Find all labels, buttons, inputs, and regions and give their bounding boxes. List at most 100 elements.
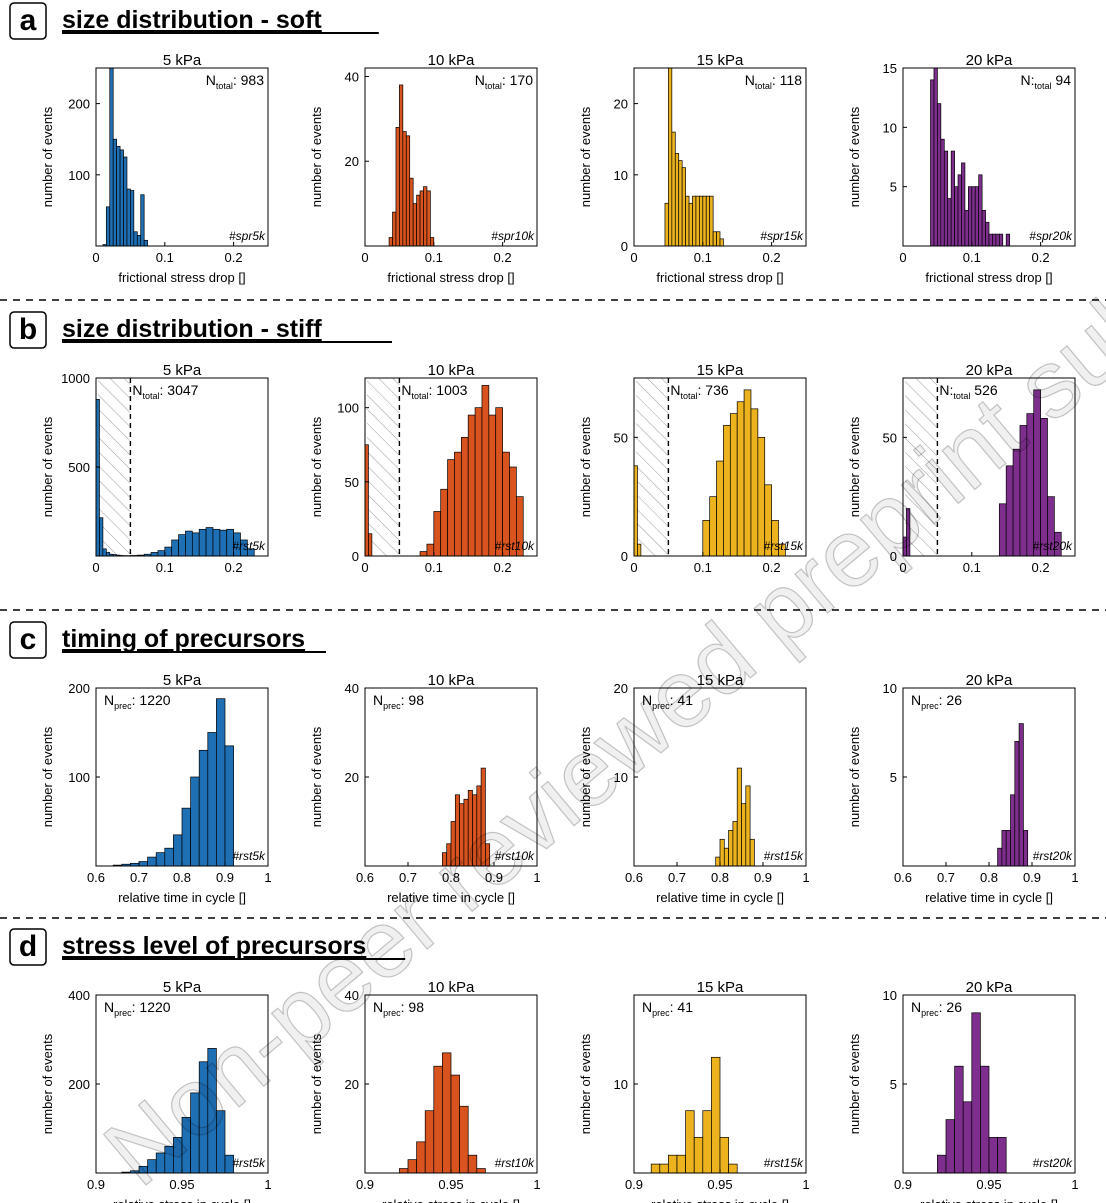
x-tick-label: 0.7 — [130, 870, 148, 885]
dataset-tag: #rst10k — [495, 1156, 535, 1170]
plot-frame — [902, 377, 1076, 557]
histogram-panel: 15 kPa 0.9 0.95 1 10 relative stress in cycle… — [578, 979, 810, 1203]
x-axis-label: relative stress in cycle [] — [920, 1197, 1058, 1203]
count-value: : 41 — [670, 999, 694, 1015]
count-value: : 26 — [939, 999, 963, 1015]
histogram-panel: 10 kPa 0 0.1 0.2 20 40 frictional stress drop … — [309, 52, 538, 285]
histogram-bar — [147, 856, 157, 867]
histogram-bar — [715, 856, 721, 867]
count-symbol: N — [104, 999, 114, 1015]
histogram-bar — [668, 67, 673, 247]
histogram-bar — [467, 1154, 478, 1174]
count-subscript: total — [485, 81, 502, 91]
x-tick-label: 0.95 — [976, 1177, 1001, 1192]
histogram-bar — [723, 847, 729, 867]
count-symbol: N — [206, 72, 216, 88]
y-axis-label: number of events — [578, 1033, 593, 1134]
histogram-bar — [688, 202, 693, 247]
histogram-bar — [685, 195, 690, 247]
y-tick-label: 10 — [883, 681, 897, 696]
x-tick-label: 0 — [92, 250, 99, 265]
histogram-bar — [695, 195, 700, 247]
x-tick-label: 0.1 — [963, 250, 981, 265]
histogram-bar — [702, 1110, 712, 1174]
histogram-bar — [664, 202, 669, 247]
histogram-bar — [399, 84, 404, 247]
histogram-bar — [968, 186, 973, 247]
x-tick-label: 0 — [361, 560, 368, 575]
histogram-bar — [433, 1065, 443, 1174]
histogram-bar — [971, 1012, 981, 1174]
histogram-bar — [729, 413, 738, 557]
count-annotation: Nprec: 98 — [373, 692, 424, 711]
plot-frame — [902, 687, 1076, 867]
y-tick-label: 20 — [345, 770, 359, 785]
y-tick-label: 200 — [68, 1077, 90, 1092]
count-subscript: prec — [383, 701, 401, 711]
dataset-tag: #rst20k — [1033, 539, 1073, 553]
y-axis-label: number of events — [309, 106, 324, 207]
row-title: size distribution - soft — [62, 6, 322, 34]
dataset-tag: #rst5k — [232, 539, 266, 553]
histogram-bar — [957, 174, 962, 247]
x-tick-label: 1 — [1071, 1177, 1078, 1192]
count-subscript: prec — [114, 701, 132, 711]
count-annotation: Nprec: 26 — [911, 692, 962, 711]
histogram-bar — [1005, 830, 1011, 867]
histogram-bar — [185, 530, 193, 557]
panel-title: 15 kPa — [697, 52, 744, 69]
histogram-bar — [102, 548, 107, 557]
count-annotation: N:total 526 — [939, 382, 997, 401]
x-tick-label: 1 — [264, 870, 271, 885]
y-axis-label: number of events — [40, 416, 55, 517]
histogram-bar — [943, 150, 949, 247]
x-tick-label: 0.7 — [399, 870, 417, 885]
histogram-bar — [681, 167, 686, 247]
x-tick-label: 0.2 — [1032, 560, 1050, 575]
x-tick-label: 1 — [264, 1177, 271, 1192]
x-tick-label: 0.1 — [425, 560, 443, 575]
histogram-bar — [105, 552, 111, 557]
histogram-bar — [109, 67, 114, 247]
x-axis-label: relative time in cycle [] — [925, 890, 1053, 905]
y-tick-label: 10 — [614, 770, 628, 785]
dataset-tag: #rst15k — [764, 849, 804, 863]
histogram-bar — [460, 436, 469, 557]
count-annotation: Nprec: 26 — [911, 999, 962, 1018]
histogram-bar — [409, 177, 414, 247]
y-tick-label: 500 — [68, 460, 90, 475]
histogram-bar — [637, 543, 642, 557]
y-axis-label: number of events — [40, 726, 55, 827]
dataset-tag: #spr5k — [229, 229, 266, 243]
x-axis-label: frictional stress drop [] — [656, 270, 783, 285]
histogram-bar — [364, 444, 369, 557]
dataset-tag: #rst10k — [495, 539, 535, 553]
dataset-tag: #spr15k — [760, 229, 804, 243]
y-tick-label: 10 — [614, 1077, 628, 1092]
x-tick-label: 0.9 — [87, 1177, 105, 1192]
histogram-bar — [693, 1137, 704, 1174]
x-tick-label: 0.9 — [485, 870, 503, 885]
y-tick-label: 10 — [614, 168, 628, 183]
histogram-bar — [150, 552, 159, 557]
histogram-bar — [119, 149, 124, 247]
panel-title: 20 kPa — [966, 672, 1013, 689]
count-annotation: Nprec: 1220 — [104, 692, 171, 711]
plot-frame — [902, 67, 1076, 247]
histogram-bar — [476, 1168, 486, 1174]
histogram-bar — [442, 1052, 452, 1174]
panel-title: 20 kPa — [966, 979, 1013, 996]
histogram-bar — [940, 138, 945, 247]
histogram-bar — [961, 162, 966, 247]
plot-frame — [95, 67, 269, 247]
y-tick-label: 20 — [345, 1077, 359, 1092]
panel-title: 5 kPa — [163, 979, 202, 996]
panel-title: 10 kPa — [428, 672, 475, 689]
x-tick-label: 0 — [899, 560, 906, 575]
plot-frame — [633, 67, 807, 247]
x-tick-label: 0.9 — [216, 870, 234, 885]
y-tick-label: 20 — [614, 97, 628, 112]
count-symbol: N: — [1021, 72, 1035, 88]
panel-title: 10 kPa — [428, 362, 475, 379]
